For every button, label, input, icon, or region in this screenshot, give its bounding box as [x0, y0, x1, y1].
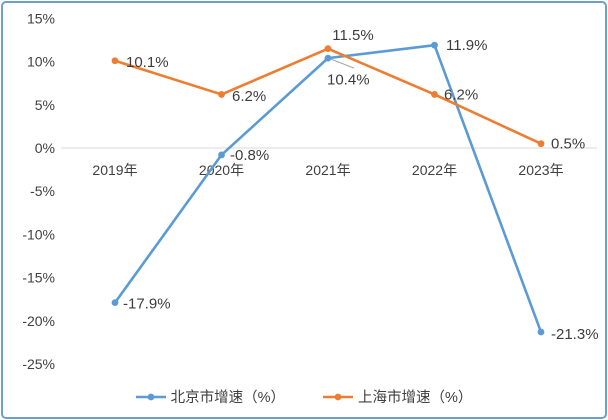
data-label: -0.8% [230, 147, 269, 164]
y-axis-tick-label: 15% [27, 10, 55, 26]
y-axis-tick-label: -25% [22, 356, 55, 372]
data-label: 10.1% [126, 54, 169, 71]
data-point [537, 328, 545, 336]
y-axis-tick-label: -10% [22, 226, 55, 242]
legend-label: 北京市增速（%） [170, 390, 285, 406]
legend-label: 上海市增速（%） [358, 390, 473, 406]
data-label: 0.5% [551, 136, 585, 153]
data-point [218, 151, 225, 159]
data-label: 6.2% [232, 88, 266, 105]
y-axis-tick-label: 10% [27, 54, 55, 70]
y-axis-tick-label: -15% [22, 270, 55, 286]
chart-legend: 北京市增速（%） 上海市增速（%） [0, 386, 608, 407]
legend-item-0: 北京市增速（%） [135, 386, 285, 407]
label-leader-line [330, 58, 355, 69]
data-label: 10.4% [327, 72, 370, 89]
x-axis-tick-label: 2019年 [92, 162, 137, 178]
y-axis-tick-label: -20% [22, 313, 55, 329]
data-label: 6.2% [444, 86, 478, 103]
data-point [324, 45, 332, 53]
data-point [111, 299, 119, 307]
data-label: -17.9% [123, 296, 171, 313]
data-point [431, 91, 438, 98]
data-point [324, 54, 332, 62]
x-axis-tick-label: 2020年 [199, 162, 244, 178]
data-label: 11.5% [332, 27, 373, 44]
x-axis-tick-label: 2023年 [518, 162, 563, 178]
legend-item-1: 上海市增速（%） [323, 386, 472, 407]
data-point [111, 57, 119, 65]
data-point [218, 91, 225, 98]
data-point [537, 140, 545, 148]
data-label: -21.3% [551, 326, 599, 343]
data-point [431, 41, 438, 49]
x-axis-tick-label: 2022年 [412, 162, 457, 178]
legend-marker-icon [323, 393, 353, 400]
x-axis-tick-label: 2021年 [305, 162, 350, 178]
legend-marker-icon [135, 393, 166, 400]
y-axis-tick-label: 5% [35, 97, 55, 113]
data-label: 11.9% [446, 37, 487, 54]
y-axis-tick-label: 0% [35, 140, 55, 156]
y-axis-tick-label: -5% [30, 183, 55, 199]
